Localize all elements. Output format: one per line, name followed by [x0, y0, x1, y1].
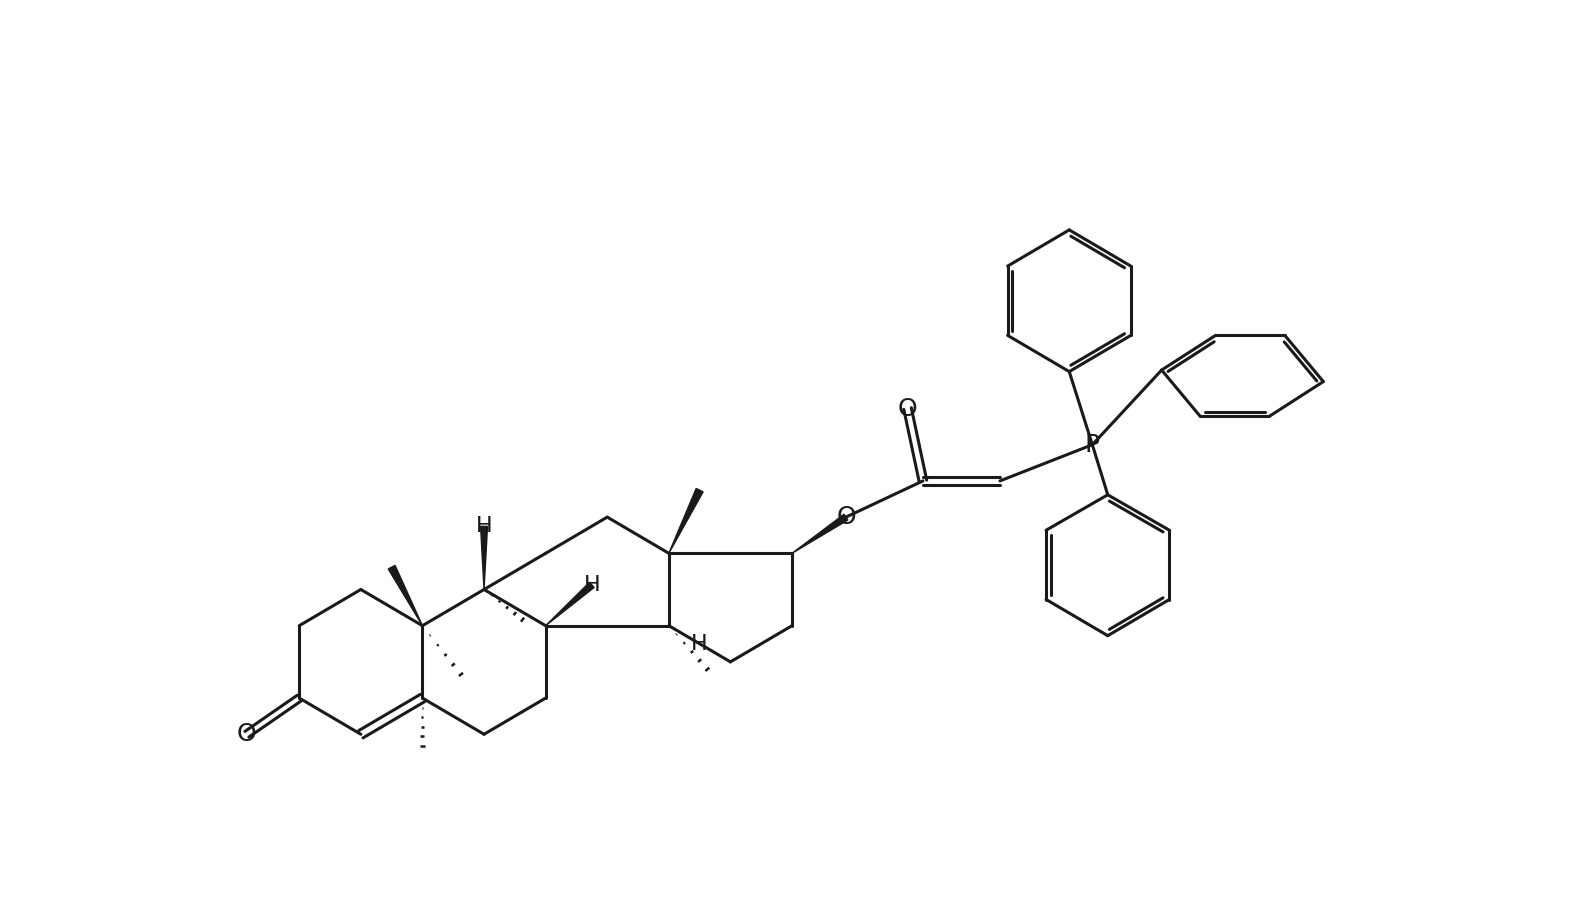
Polygon shape: [669, 489, 704, 553]
Polygon shape: [792, 514, 848, 553]
Text: O: O: [238, 723, 257, 746]
Text: P: P: [1084, 433, 1100, 456]
Text: O: O: [897, 397, 918, 420]
Polygon shape: [546, 583, 593, 626]
Text: H: H: [584, 575, 600, 595]
Text: H: H: [475, 516, 493, 537]
Text: O: O: [836, 505, 856, 529]
Text: H: H: [691, 634, 708, 654]
Polygon shape: [389, 566, 422, 626]
Polygon shape: [480, 527, 488, 590]
